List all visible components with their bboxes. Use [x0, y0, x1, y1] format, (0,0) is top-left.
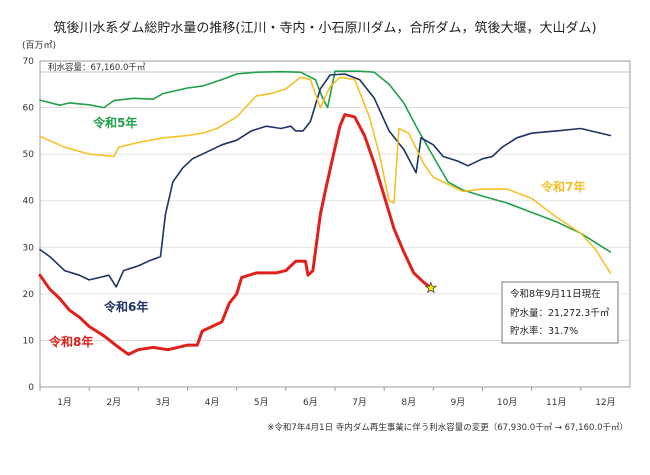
x-tick-label: 11月 — [546, 397, 566, 408]
y-tick-label: 40 — [23, 197, 35, 207]
x-tick-label: 12月 — [595, 397, 615, 408]
series-group — [38, 70, 612, 356]
y-tick-label: 70 — [23, 57, 35, 67]
x-tick-label: 6月 — [303, 397, 318, 408]
x-tick-label: 4月 — [205, 397, 220, 408]
y-tick-label: 10 — [23, 336, 35, 346]
y-axis-ticks: 0 10 20 30 40 50 60 70 — [23, 57, 35, 393]
series-line — [38, 113, 433, 356]
info-storage: 貯水量：21,272.3千㎥ — [510, 307, 610, 319]
x-tick-label: 9月 — [451, 397, 466, 408]
series-line — [39, 76, 612, 274]
y-tick-label: 50 — [23, 150, 35, 160]
x-tick-label: 2月 — [106, 397, 121, 408]
x-tick-label: 1月 — [57, 397, 72, 408]
chart-title: 筑後川水系ダム総貯水量の推移(江川・寺内・小石原川ダム，合所ダム，筑後大堰，大山… — [53, 20, 596, 36]
y-tick-label: 60 — [23, 104, 35, 114]
capacity-note: 利水容量：67,160.0千㎥ — [48, 62, 146, 73]
footnote: ※令和7年4月1日 寺内ダム再生事業に伴う利水容量の変更（67,930.0千㎥ … — [267, 422, 628, 433]
x-tick-label: 8月 — [401, 397, 416, 408]
info-rate: 貯水率：31.7% — [510, 325, 578, 337]
plot-frame — [39, 60, 631, 388]
y-tick-label: 30 — [23, 243, 35, 253]
x-tick-label: 10月 — [497, 397, 517, 408]
label-r6: 令和6年 — [103, 299, 148, 314]
label-r8: 令和8年 — [48, 334, 93, 349]
info-box — [501, 281, 619, 344]
x-tick-label: 7月 — [352, 397, 367, 408]
y-axis-unit: (百万㎥) — [22, 40, 56, 51]
label-r7: 令和7年 — [540, 179, 585, 194]
label-r5: 令和5年 — [92, 115, 137, 130]
x-tick-label: 3月 — [156, 397, 171, 408]
y-tick-label: 20 — [23, 290, 35, 300]
series-line — [39, 70, 612, 253]
x-axis-ticks: 1月 2月 3月 4月 5月 6月 7月 8月 9月 10月 11月 12月 — [39, 387, 616, 408]
series-line — [39, 73, 612, 288]
y-tick-label: 0 — [28, 383, 34, 393]
info-date: 令和8年9月11日現在 — [510, 288, 601, 300]
current-marker — [424, 281, 438, 294]
x-tick-label: 5月 — [254, 397, 269, 408]
star-icon — [424, 281, 438, 294]
